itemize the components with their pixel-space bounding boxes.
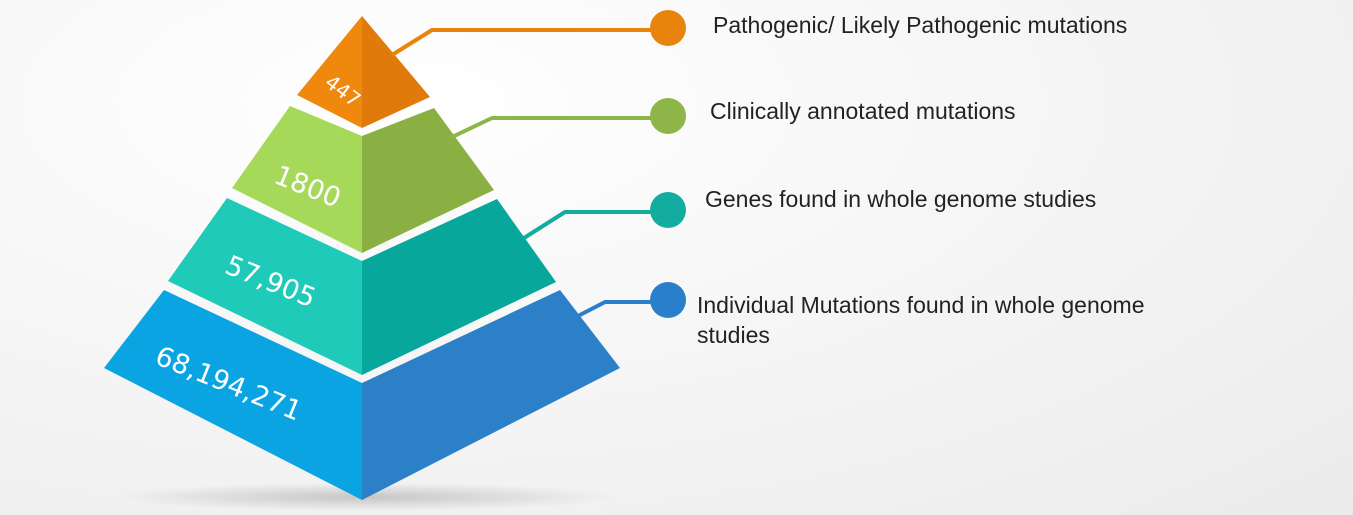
legend-label-pathogenic: Pathogenic/ Likely Pathogenic mutations — [713, 12, 1128, 38]
tier-face-left — [104, 290, 362, 500]
pyramid-tier-pathogenic: 447 — [297, 16, 430, 128]
tier-face-right — [362, 199, 556, 375]
connector-line-genes — [522, 210, 660, 240]
tier-face-left — [168, 198, 362, 375]
legend-label-genes: Genes found in whole genome studies — [705, 186, 1097, 212]
tier-face-right — [362, 290, 620, 500]
tier-face-left — [297, 16, 362, 128]
connector-dot-individual-mutations — [650, 282, 686, 318]
connector-line-individual-mutations — [577, 300, 660, 318]
tier-face-right — [362, 108, 494, 253]
pyramid-tier-individual-mutations: 68,194,271 — [104, 290, 620, 500]
pyramid-tier-genes: 57,905 — [168, 198, 556, 375]
connector-dot-genes — [650, 192, 686, 228]
connector-line-clinically-annotated — [449, 116, 660, 140]
pyramid-tier-clinically-annotated: 1800 — [232, 106, 494, 253]
connector-line-pathogenic — [390, 28, 660, 57]
tier-face-left — [232, 106, 362, 253]
legend-label-individual-mutations: Individual Mutations found in whole geno… — [697, 292, 1145, 348]
connector-dot-pathogenic — [650, 10, 686, 46]
tier-face-right — [362, 16, 430, 128]
legend-label-clinically-annotated: Clinically annotated mutations — [710, 98, 1016, 124]
connector-dot-clinically-annotated — [650, 98, 686, 134]
